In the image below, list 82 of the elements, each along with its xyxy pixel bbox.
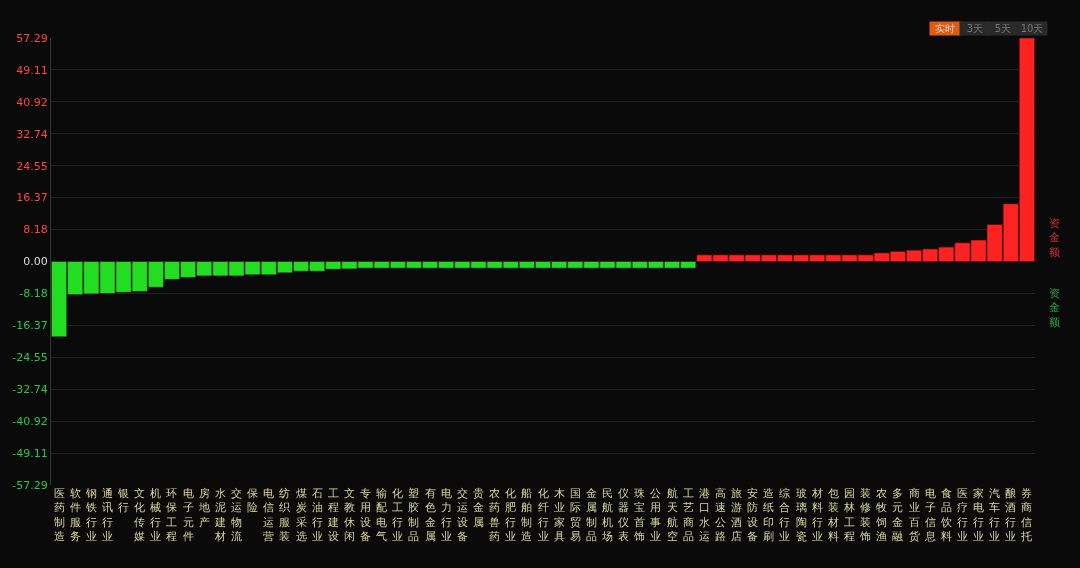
x-tick-label: 农牧饲渔 <box>875 487 888 543</box>
x-tick-label: 房地产 <box>197 487 210 529</box>
x-tick-label: 纺织服装 <box>279 487 291 543</box>
x-tick-label: 机械行业 <box>150 487 162 543</box>
x-tick-label: 塑胶制品 <box>408 487 420 543</box>
x-tick-label: 食品饮料 <box>939 487 952 543</box>
y-tick-label: 32.74 <box>16 127 48 141</box>
x-tick-label: 电子信息 <box>923 487 936 543</box>
x-tick-label: 安防设备 <box>747 487 759 543</box>
x-tick-label: 环保工程 <box>166 487 178 543</box>
x-tick-label: 家电行业 <box>973 487 985 543</box>
x-tick-label: 航天航空 <box>666 487 678 543</box>
text: 实时 <box>935 23 955 34</box>
y-tick-label: -40.92 <box>12 414 48 428</box>
x-tick-label: 民航机场 <box>601 487 614 543</box>
x-tick-label: 化纤行业 <box>537 487 549 543</box>
y-tick-label: 16.37 <box>16 191 48 205</box>
x-tick-label: 酿酒行业 <box>1005 487 1017 543</box>
x-tick-label: 有色金属 <box>424 487 436 543</box>
x-tick-label: 银行 <box>117 487 130 515</box>
y-tick-label: -49.11 <box>12 446 48 460</box>
x-tick-label: 商业百货 <box>908 487 920 543</box>
x-tick-label: 工艺商品 <box>682 487 694 543</box>
y-tick-label: -24.55 <box>12 351 48 365</box>
x-tick-label: 专用设备 <box>360 487 372 543</box>
x-tick-label: 钢铁行业 <box>84 487 97 543</box>
text: 资金额 <box>1049 287 1060 329</box>
y-tick-label: 49.11 <box>16 63 48 77</box>
x-tick-label: 船舶制造 <box>521 487 533 543</box>
x-tick-label: 券商信托 <box>1020 487 1033 543</box>
x-tick-label: 木业家具 <box>553 487 565 543</box>
x-tick-label: 电子元件 <box>182 487 194 543</box>
y-tick-label: -16.37 <box>12 319 48 333</box>
x-tick-label: 汽车行业 <box>989 487 1001 543</box>
x-tick-label: 输配电气 <box>376 487 388 543</box>
x-tick-label: 水泥建材 <box>213 487 226 543</box>
x-tick-label: 煤炭采选 <box>295 487 307 543</box>
x-tick-label: 综合行业 <box>779 487 791 543</box>
y-tick-label: -57.29 <box>12 478 48 492</box>
text: 5天 <box>994 23 1012 34</box>
x-tick-label: 工程建设 <box>326 487 339 543</box>
y-tick-label: 40.92 <box>16 95 48 109</box>
x-tick-label: 公用事业 <box>650 487 662 543</box>
text: 10天 <box>1020 23 1044 34</box>
y-tick-label: -32.74 <box>12 383 48 397</box>
y-tick-label: -8.18 <box>19 287 48 301</box>
x-tick-label: 软件服务 <box>69 487 81 543</box>
x-tick-label: 石油行业 <box>311 487 323 543</box>
y-tick-label: 8.18 <box>23 223 48 237</box>
y-tick-label: 24.55 <box>16 159 48 173</box>
x-tick-label: 电信运营 <box>263 487 275 543</box>
x-tick-label: 文教休闲 <box>343 487 355 543</box>
x-tick-label: 化工行业 <box>392 487 404 543</box>
x-tick-label: 电力行业 <box>440 487 452 543</box>
text: 资金额 <box>1049 217 1060 259</box>
y-tick-label: 57.29 <box>16 31 48 45</box>
x-tick-label: 文化传媒 <box>134 487 146 543</box>
x-tick-label: 化肥行业 <box>505 487 517 543</box>
x-tick-label: 玻璃陶瓷 <box>795 487 807 543</box>
x-tick-label: 金属制品 <box>585 487 597 543</box>
x-tick-label: 材料行业 <box>810 487 823 543</box>
x-tick-label: 包装材料 <box>826 487 839 543</box>
x-tick-label: 交运物流 <box>231 487 243 543</box>
x-tick-label: 医药制造 <box>53 487 65 543</box>
x-tick-label: 造纸印刷 <box>763 487 775 543</box>
x-tick-label: 农药兽药 <box>489 487 501 543</box>
x-tick-label: 港口水运 <box>698 487 710 543</box>
y-tick-label: 0.00 <box>23 255 48 269</box>
x-tick-label: 国际贸易 <box>569 487 581 543</box>
x-tick-label: 装修装饰 <box>859 487 872 543</box>
x-tick-label: 旅游酒店 <box>731 487 743 543</box>
text: 3天 <box>966 23 984 34</box>
x-tick-label: 医疗行业 <box>956 487 968 543</box>
x-tick-label: 高速公路 <box>714 487 726 543</box>
x-tick-label: 保险 <box>247 487 259 515</box>
x-tick-label: 珠宝首饰 <box>633 487 646 543</box>
x-tick-label: 园林工程 <box>842 487 855 543</box>
x-tick-label: 贵金属 <box>472 487 484 529</box>
x-tick-label: 通讯行业 <box>101 487 113 543</box>
x-tick-label: 仪器仪表 <box>618 487 630 543</box>
x-tick-label: 交运设备 <box>456 487 468 543</box>
x-tick-label: 多元金融 <box>892 487 904 543</box>
